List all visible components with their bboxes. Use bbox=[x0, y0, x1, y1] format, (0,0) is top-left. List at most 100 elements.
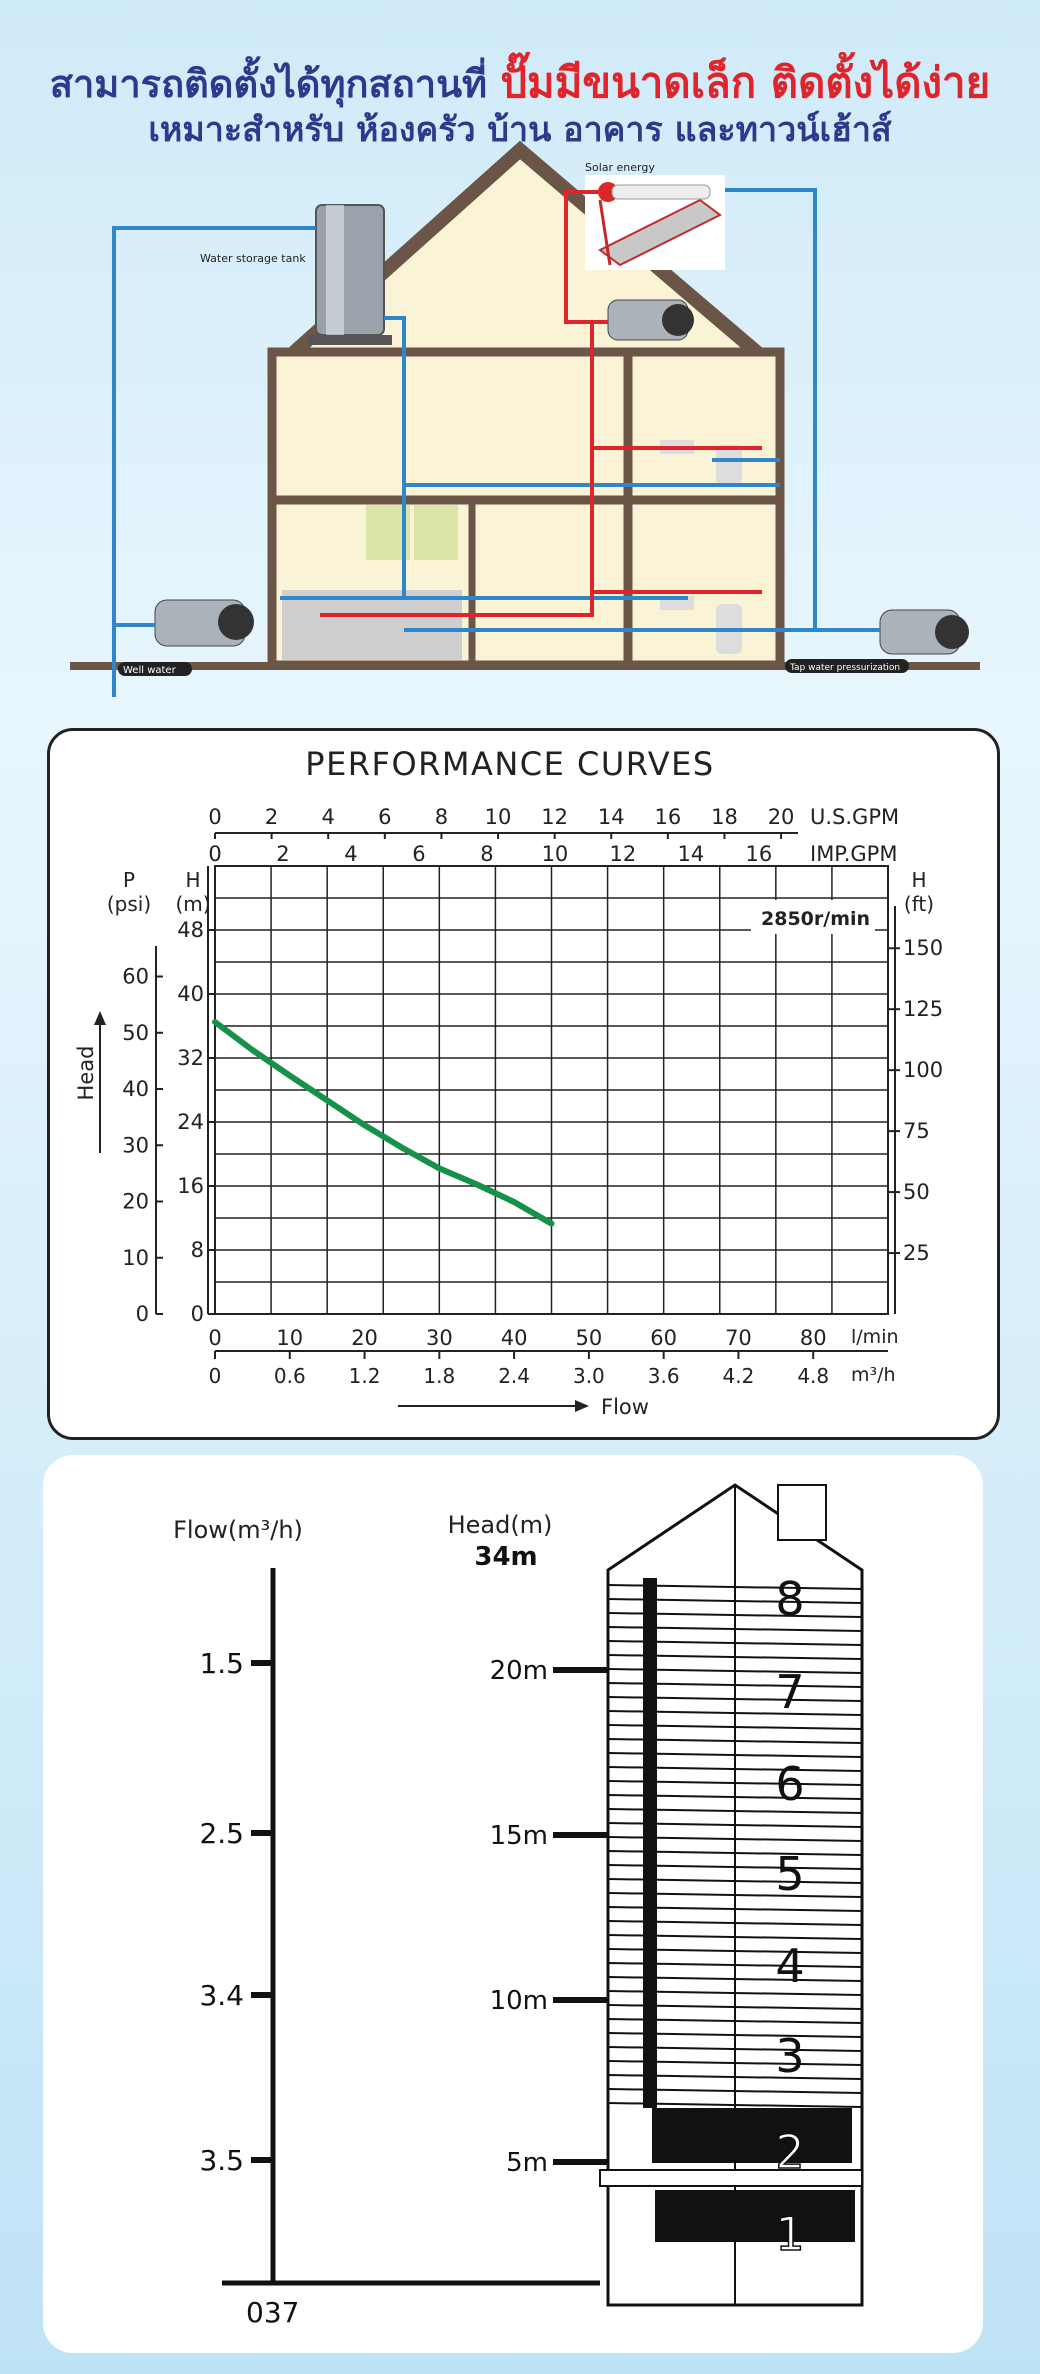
label-tank: Water storage tank bbox=[200, 252, 306, 265]
floor-number: 5 bbox=[775, 1847, 804, 1901]
floor-number: 2 bbox=[775, 2125, 804, 2179]
tick-head-m: 40 bbox=[177, 982, 204, 1006]
zero-label: 037 bbox=[246, 2296, 299, 2329]
floor-band bbox=[607, 1696, 863, 1702]
floor-band bbox=[607, 1584, 863, 1590]
tick-m3h: 0.6 bbox=[274, 1364, 306, 1388]
flow-value: 2.5 bbox=[199, 1817, 244, 1850]
floor-band bbox=[607, 2074, 863, 2080]
floor-band bbox=[607, 1976, 863, 1982]
tick-m3h: 3.0 bbox=[573, 1364, 605, 1388]
x-axis-title: Flow bbox=[601, 1395, 649, 1419]
axis-ft-unit: (ft) bbox=[904, 892, 934, 916]
axis-m3h-label: m³/h bbox=[851, 1364, 896, 1386]
tick-m3h: 0 bbox=[209, 1364, 222, 1388]
pump-icon-right bbox=[879, 609, 969, 655]
tick-ft: 100 bbox=[903, 1058, 943, 1082]
tick-lmin: 10 bbox=[276, 1326, 303, 1350]
tick-m3h: 1.2 bbox=[349, 1364, 381, 1388]
flow-value: 3.4 bbox=[199, 1979, 244, 2012]
tick-lmin: 0 bbox=[208, 1326, 221, 1350]
head-value: 15m bbox=[490, 1821, 548, 1851]
tick-head-m: 16 bbox=[177, 1174, 204, 1198]
tick-impgpm: 12 bbox=[610, 842, 637, 866]
floor-band bbox=[607, 1822, 863, 1828]
roof-structure bbox=[777, 1484, 827, 1541]
tick-usgpm: 20 bbox=[768, 805, 795, 829]
tick-head-m: 0 bbox=[191, 1302, 204, 1326]
tick-lmin: 20 bbox=[351, 1326, 378, 1350]
head-value: 10m bbox=[490, 1986, 548, 2016]
tick-usgpm: 4 bbox=[322, 805, 335, 829]
tick-impgpm: 2 bbox=[276, 842, 289, 866]
tick-impgpm: 6 bbox=[412, 842, 425, 866]
flow-title: Flow(m³/h) bbox=[173, 1516, 303, 1544]
performance-chart: PERFORMANCE CURVES 00100.6201.2301.8402.… bbox=[74, 745, 943, 1419]
rpm-annotation: 2850r/min bbox=[761, 908, 870, 930]
tick-ft: 25 bbox=[903, 1241, 930, 1265]
floor-band bbox=[607, 1668, 863, 1674]
floor-band bbox=[607, 1948, 863, 1954]
headline-part-a: สามารถติดตั้งได้ทุกสถานที่ bbox=[49, 62, 501, 106]
tick-lmin: 80 bbox=[800, 1326, 827, 1350]
floor-band bbox=[607, 1892, 863, 1898]
tick-ft: 50 bbox=[903, 1180, 930, 1204]
label-well-badge bbox=[118, 662, 192, 676]
tick-impgpm: 0 bbox=[208, 842, 221, 866]
floor-band bbox=[607, 1920, 863, 1926]
tick-ft: 150 bbox=[903, 936, 943, 960]
building-marks: Flow(m³/h)1.52.53.43.5037Head(m)34m20m15… bbox=[173, 1483, 864, 2329]
floor-band bbox=[607, 2032, 863, 2038]
tick-head-m: 48 bbox=[177, 918, 204, 942]
floor-band bbox=[607, 1934, 863, 1940]
floor-band bbox=[607, 1738, 863, 1744]
floor-number: 1 bbox=[775, 2207, 804, 2261]
tick-m3h: 1.8 bbox=[423, 1364, 455, 1388]
pump-icon-left bbox=[154, 599, 254, 647]
axis-impgpm-label: IMP.GPM bbox=[810, 842, 897, 866]
pump-icon-top bbox=[607, 299, 694, 341]
axis-usgpm-label: U.S.GPM bbox=[810, 805, 899, 829]
house-illustration: Water storage tank Solar energy Well wat… bbox=[70, 140, 980, 697]
tick-lmin: 50 bbox=[576, 1326, 603, 1350]
floor-number: 3 bbox=[775, 2029, 804, 2083]
x-axis-arrow-head bbox=[575, 1400, 589, 1412]
tick-psi: 50 bbox=[122, 1021, 149, 1045]
floor-band bbox=[607, 1724, 863, 1730]
tick-psi: 10 bbox=[122, 1246, 149, 1270]
head-title: Head(m) bbox=[448, 1511, 553, 1539]
floor-band bbox=[607, 1808, 863, 1814]
toilet-icon bbox=[716, 445, 742, 485]
head-value: 5m bbox=[506, 2148, 548, 2178]
floor-band bbox=[607, 1906, 863, 1912]
axis-ft-label: H bbox=[911, 868, 926, 892]
head-value: 20m bbox=[490, 1656, 548, 1686]
riser-pipe bbox=[643, 1578, 657, 2108]
axis-head-m-label: H bbox=[185, 868, 200, 892]
chart-grid bbox=[214, 865, 889, 1315]
floor-number: 8 bbox=[775, 1572, 804, 1626]
floor-1-block bbox=[655, 2190, 855, 2242]
podium-slab bbox=[599, 2169, 863, 2187]
tick-usgpm: 0 bbox=[208, 805, 221, 829]
tick-psi: 20 bbox=[122, 1190, 149, 1214]
floor-band bbox=[607, 2102, 863, 2108]
floor-number: 7 bbox=[775, 1665, 804, 1719]
floor-band bbox=[607, 1626, 863, 1632]
floor-band bbox=[607, 1962, 863, 1968]
performance-panel: PERFORMANCE CURVES 0 0 10 0.6 20 1.2 30 1.8 40 2.… bbox=[47, 728, 1000, 1440]
ground bbox=[70, 662, 980, 670]
tick-usgpm: 10 bbox=[485, 805, 512, 829]
performance-curve bbox=[212, 1019, 555, 1227]
floor-band bbox=[607, 1836, 863, 1842]
floor-band bbox=[607, 1682, 863, 1688]
floor-number: 6 bbox=[775, 1757, 804, 1811]
tick-head-m: 32 bbox=[177, 1046, 204, 1070]
floor-band bbox=[607, 2060, 863, 2066]
headline-part-b: ปั๊มมีขนาดเล็ก ติดตั้งได้ง่าย bbox=[500, 58, 991, 107]
floor-band bbox=[607, 1794, 863, 1800]
tick-ft: 125 bbox=[903, 997, 943, 1021]
tick-psi: 40 bbox=[122, 1077, 149, 1101]
label-tap-badge bbox=[785, 659, 909, 673]
floor-band bbox=[607, 2004, 863, 2010]
